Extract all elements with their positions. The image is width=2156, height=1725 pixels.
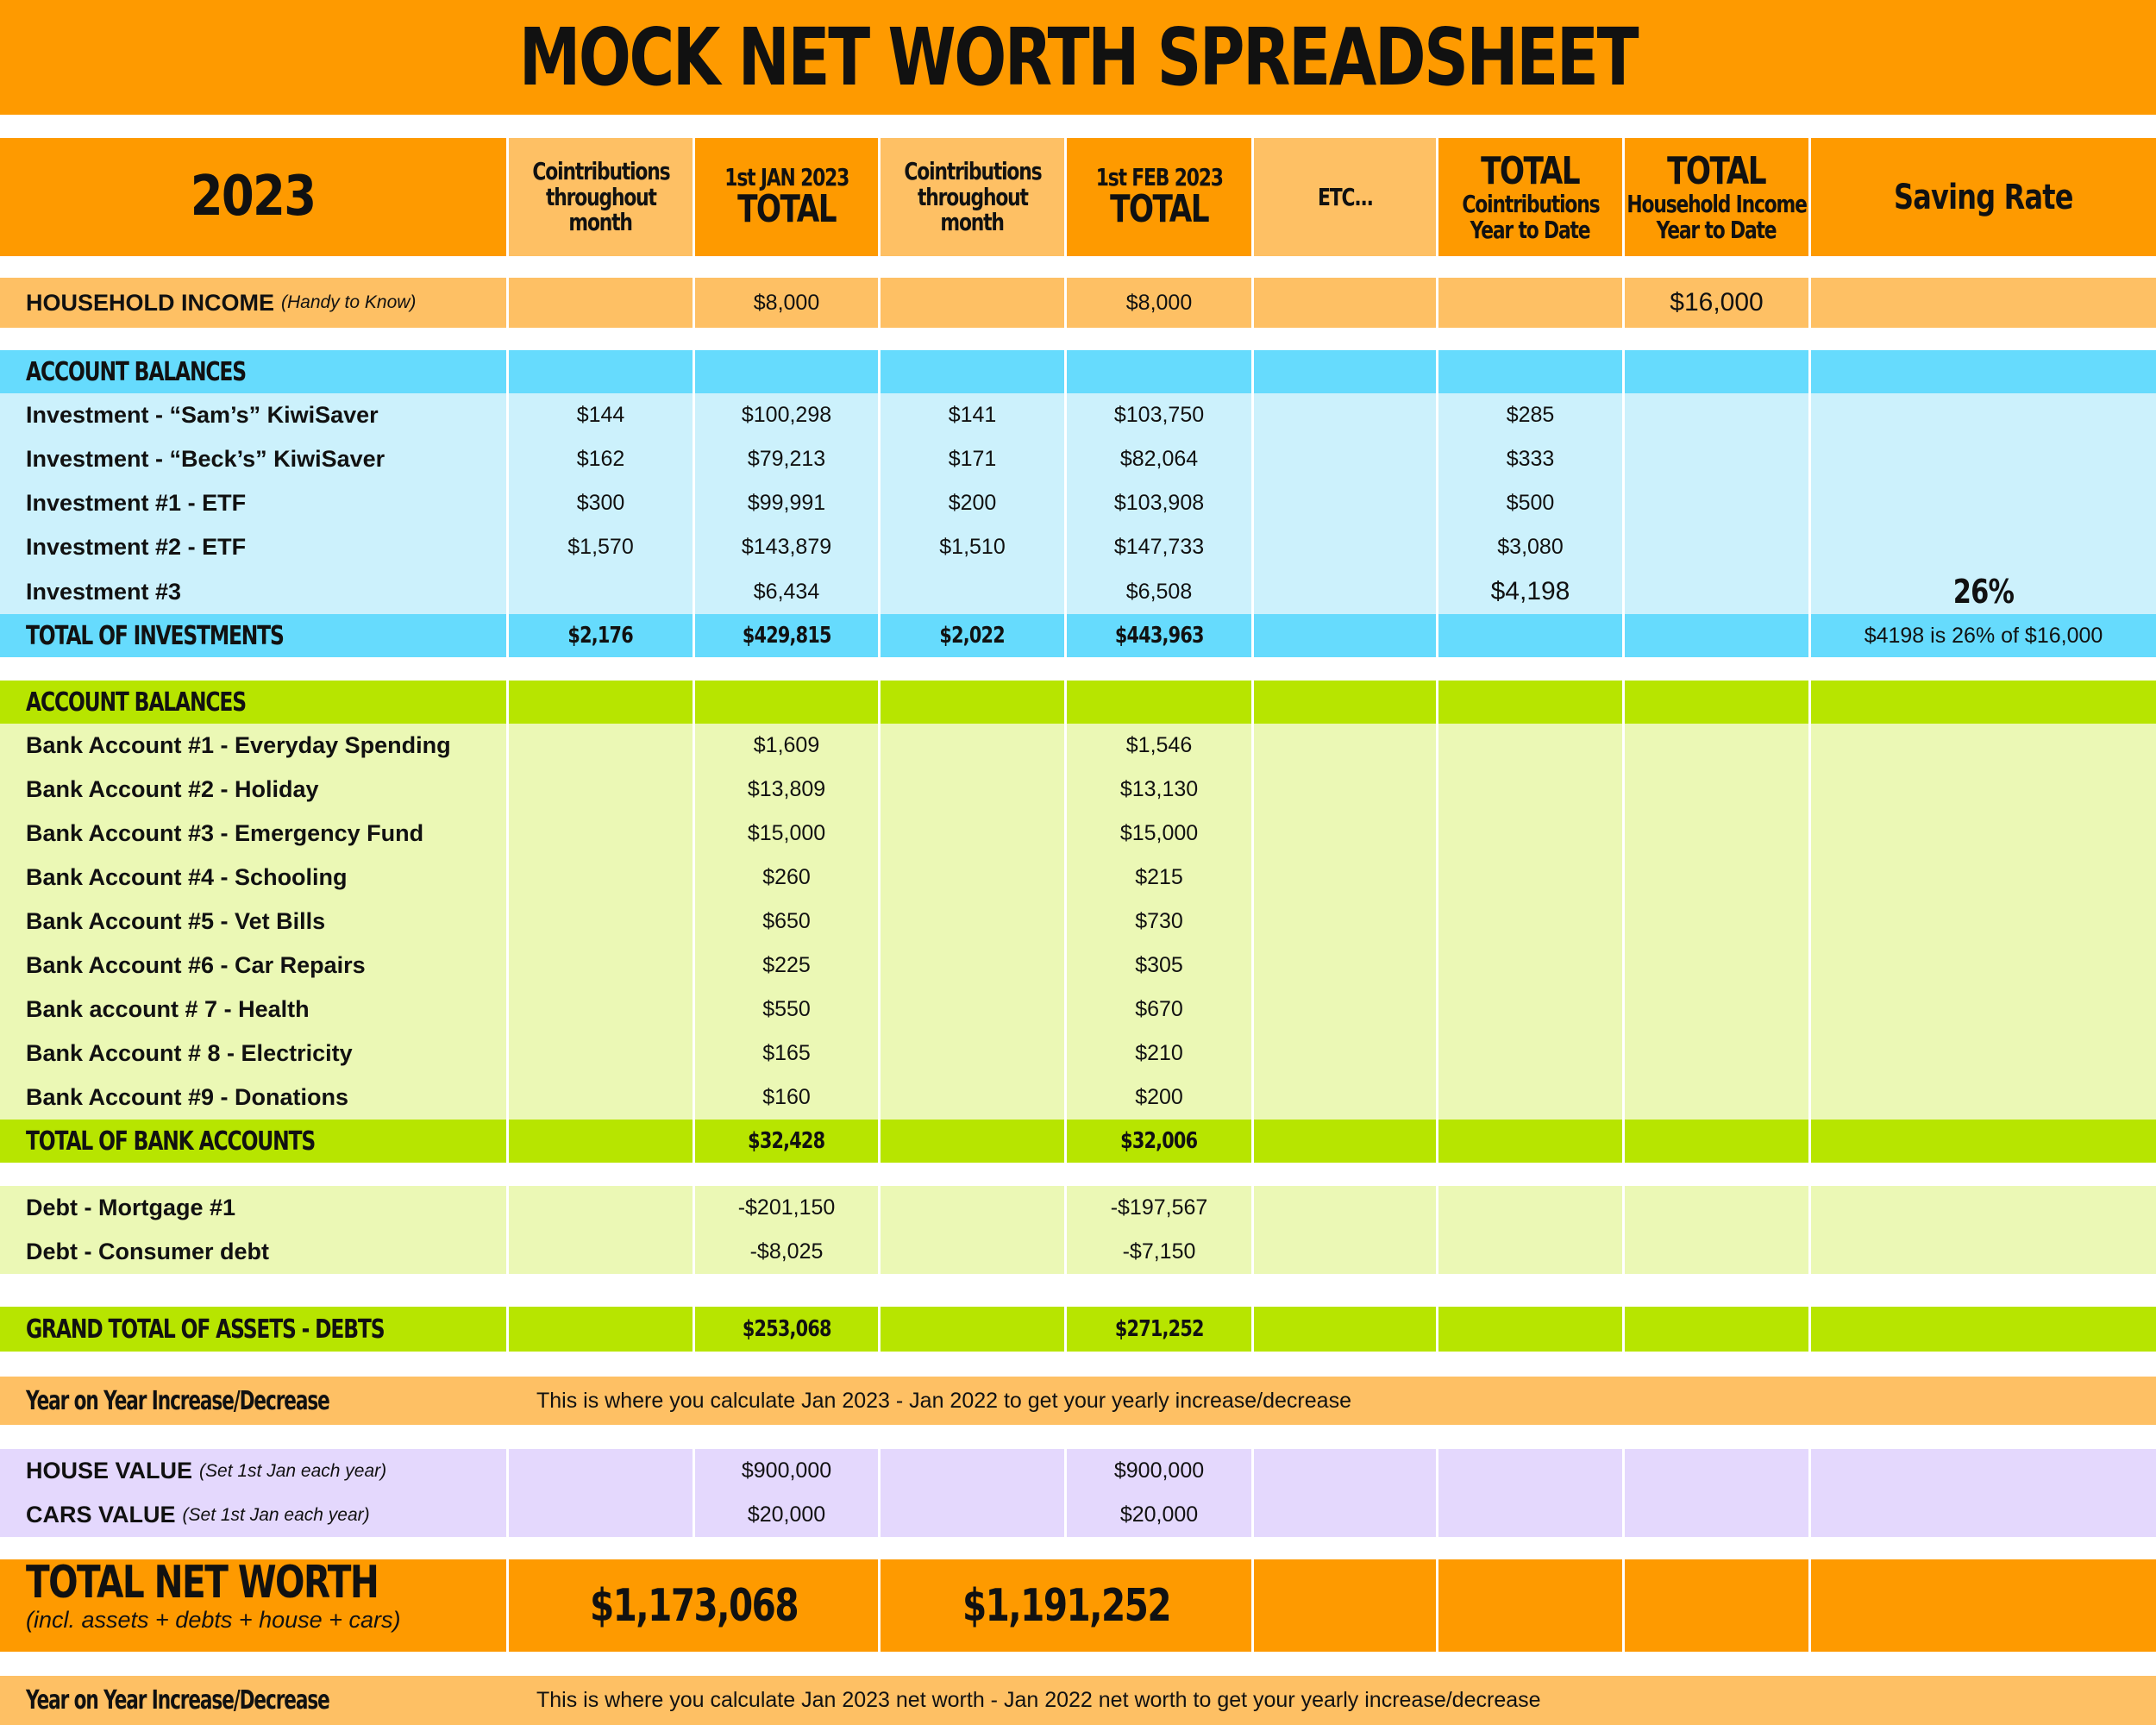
table-row: Bank Account #3 - Emergency Fund $15,000… — [0, 812, 2156, 858]
net-worth-row: TOTAL NET WORTH (incl. assets + debts + … — [0, 1559, 2156, 1652]
header-etc: ETC... — [1254, 138, 1438, 256]
header-jan-total: 1st JAN 2023 TOTAL — [695, 138, 881, 256]
table-row: Investment - “Sam’s” KiwiSaver $144 $100… — [0, 393, 2156, 440]
table-row: Bank Account #9 - Donations $160 $200 — [0, 1076, 2156, 1120]
row-label: HOUSEHOLD INCOME (Handy to Know) — [0, 278, 509, 328]
household-income-row: HOUSEHOLD INCOME (Handy to Know) $8,000 $… — [0, 278, 2156, 328]
table-row: Investment #2 - ETF $1,570 $143,879 $1,5… — [0, 525, 2156, 572]
table-row: Investment #1 - ETF $300 $99,991 $200 $1… — [0, 481, 2156, 528]
header-jan-contrib: Cointributions throughout month — [509, 138, 695, 256]
table-row: Debt - Mortgage #1 -$201,150 -$197,567 — [0, 1186, 2156, 1233]
cars-value-row: CARS VALUE (Set 1st Jan each year) $20,00… — [0, 1493, 2156, 1537]
yoy-networth-note-row: Year on Year Increase/Decrease This is w… — [0, 1676, 2156, 1725]
table-row: Bank Account #4 - Schooling $260 $215 — [0, 856, 2156, 902]
table-row: Bank Account #5 - Vet Bills $650 $730 — [0, 900, 2156, 946]
total-banks-row: TOTAL OF BANK ACCOUNTS $32,428 $32,006 — [0, 1120, 2156, 1163]
section-label: ACCOUNT BALANCES — [0, 350, 509, 393]
header-feb-contrib: Cointributions throughout month — [881, 138, 1067, 256]
section-label: ACCOUNT BALANCES — [0, 681, 509, 724]
saving-rate-note: $4198 is 26% of $16,000 — [1811, 614, 2156, 657]
header-row: 2023 Cointributions throughout month 1st J… — [0, 138, 2156, 256]
jan-total: $8,000 — [695, 278, 881, 328]
table-row: Bank account # 7 - Health $550 $670 — [0, 988, 2156, 1034]
saving-rate-value: 26% — [1811, 569, 2156, 614]
banks-section-header: ACCOUNT BALANCES — [0, 681, 2156, 724]
grand-total-row: GRAND TOTAL OF ASSETS - DEBTS $253,068 $… — [0, 1307, 2156, 1352]
page-title: MOCK NET WORTH SPREADSHEET — [518, 11, 1639, 104]
table-row: Bank Account #6 - Car Repairs $225 $305 — [0, 944, 2156, 990]
table-row: Bank Account #2 - Holiday $13,809 $13,13… — [0, 768, 2156, 814]
table-row: Bank Account # 8 - Electricity $165 $210 — [0, 1032, 2156, 1078]
ytd-income: $16,000 — [1625, 278, 1811, 328]
header-saving-rate: Saving Rate — [1811, 138, 2156, 256]
header-feb-total: 1st FEB 2023 TOTAL — [1067, 138, 1254, 256]
table-row: Debt - Consumer debt -$8,025 -$7,150 — [0, 1230, 2156, 1274]
header-year: 2023 — [0, 138, 509, 256]
total-investments-row: TOTAL OF INVESTMENTS $2,176 $429,815 $2,… — [0, 614, 2156, 657]
table-row: Bank Account #1 - Everyday Spending $1,6… — [0, 724, 2156, 770]
investments-section-header: ACCOUNT BALANCES — [0, 350, 2156, 393]
header-ytd-income: TOTAL Household Income Year to Date — [1625, 138, 1811, 256]
table-row: Investment - “Beck’s” KiwiSaver $162 $79… — [0, 437, 2156, 484]
yoy-note-row: Year on Year Increase/Decrease This is w… — [0, 1377, 2156, 1425]
table-row: Investment #3 $6,434 $6,508 $4,198 26% — [0, 569, 2156, 614]
title-bar: MOCK NET WORTH SPREADSHEET — [0, 0, 2156, 115]
house-value-row: HOUSE VALUE (Set 1st Jan each year) $900,… — [0, 1449, 2156, 1496]
feb-total: $8,000 — [1067, 278, 1254, 328]
header-ytd-contrib: TOTAL Cointributions Year to Date — [1438, 138, 1625, 256]
